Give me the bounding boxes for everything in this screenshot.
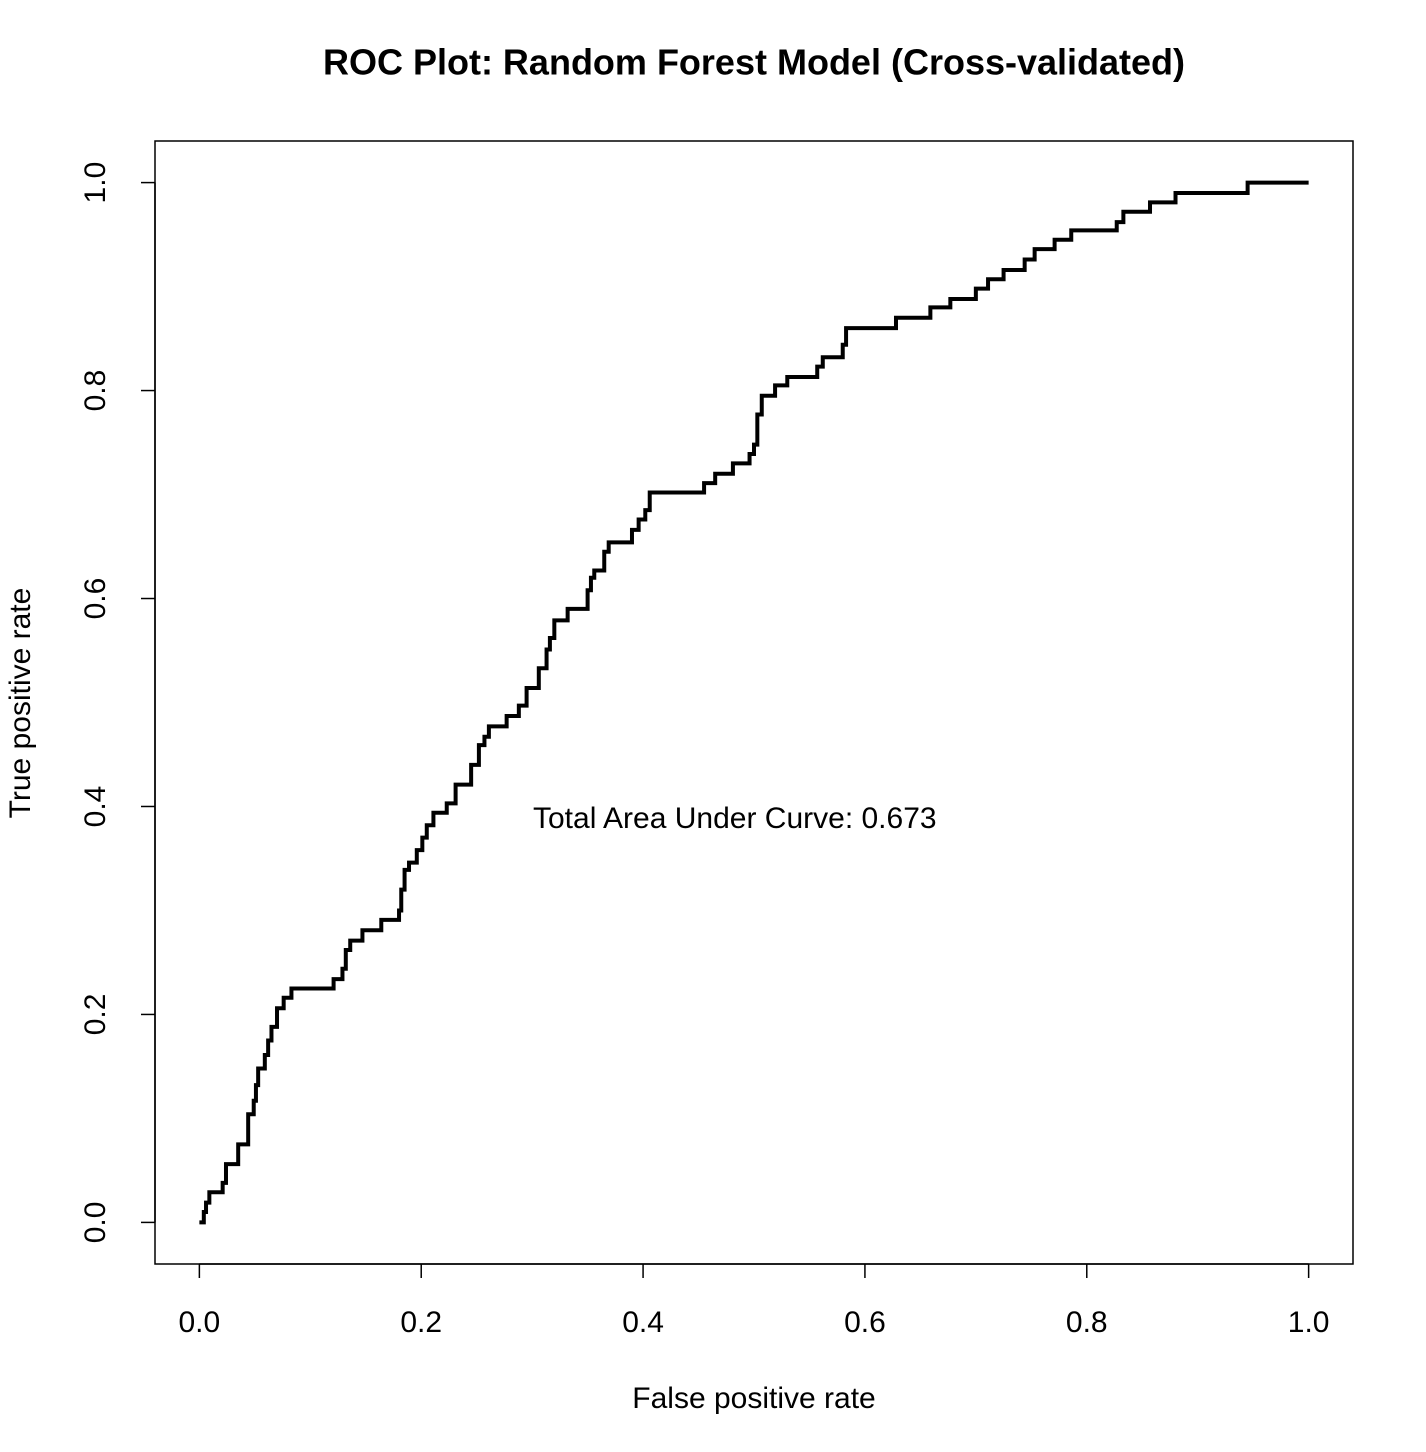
x-tick-label: 0.8 xyxy=(1066,1306,1108,1339)
x-tick-label: 0.2 xyxy=(400,1306,442,1339)
y-tick-label: 0.8 xyxy=(79,370,112,412)
y-axis-label: True positive rate xyxy=(4,588,37,819)
y-tick-label: 1.0 xyxy=(79,162,112,204)
annotation: Total Area Under Curve: 0.673 xyxy=(533,802,937,835)
x-tick-label: 0.6 xyxy=(844,1306,886,1339)
roc-curve xyxy=(199,180,1309,1225)
chart-title: ROC Plot: Random Forest Model (Cross-val… xyxy=(323,42,1185,83)
x-tick-label: 1.0 xyxy=(1288,1306,1330,1339)
y-tick-label: 0.4 xyxy=(79,786,112,828)
x-tick-label: 0.4 xyxy=(622,1306,664,1339)
x-tick-label: 0.0 xyxy=(179,1306,221,1339)
y-tick-label: 0.0 xyxy=(79,1202,112,1244)
y-tick-label: 0.6 xyxy=(79,578,112,620)
y-tick-label: 0.2 xyxy=(79,994,112,1036)
x-axis-label: False positive rate xyxy=(632,1382,875,1415)
